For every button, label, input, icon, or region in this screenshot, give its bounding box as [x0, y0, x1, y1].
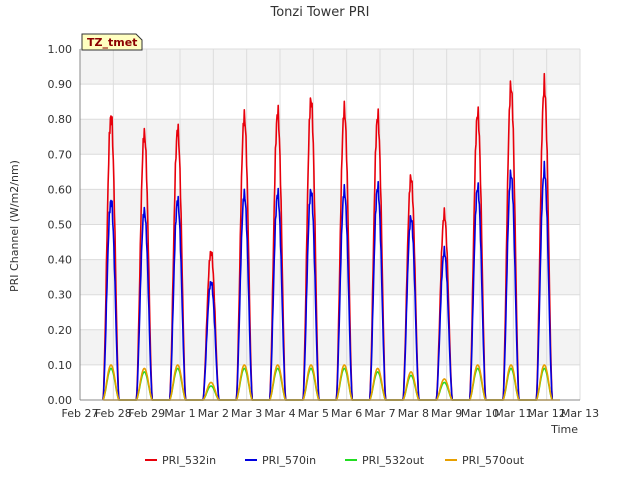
x-tick-label: Mar 12 — [528, 407, 566, 420]
y-axis-title: PRI Channel (W/m2/nm) — [8, 160, 21, 292]
plot-band — [80, 154, 580, 190]
site-tag: TZ_tmet — [81, 33, 143, 51]
x-tick-label: Feb 29 — [128, 407, 165, 420]
x-tick-label: Mar 4 — [264, 407, 295, 420]
x-tick-label: Mar 9 — [431, 407, 462, 420]
x-tick-label: Mar 10 — [461, 407, 499, 420]
y-tick-label: 0.20 — [48, 324, 73, 337]
x-tick-label: Feb 28 — [95, 407, 132, 420]
y-tick-label: 0.60 — [48, 183, 73, 196]
plot-background — [80, 49, 580, 400]
plot-band — [80, 329, 580, 365]
x-tick-label: Mar 7 — [364, 407, 395, 420]
site-tag-box — [81, 33, 143, 51]
legend-item-PRI_532in: PRI_532in — [145, 454, 216, 467]
x-tick-label: Feb 27 — [62, 407, 99, 420]
legend-label: PRI_532out — [362, 454, 425, 467]
legend-label: PRI_570in — [262, 454, 316, 467]
plot-band — [80, 119, 580, 155]
x-tick-label: Mar 1 — [164, 407, 195, 420]
x-tick-label: Mar 8 — [398, 407, 429, 420]
y-tick-label: 0.90 — [48, 78, 73, 91]
plot-band — [80, 364, 580, 400]
x-axis-title: Time — [550, 423, 578, 436]
y-tick-label: 0.10 — [48, 359, 73, 372]
chart-title: Tonzi Tower PRI — [270, 5, 370, 20]
axes — [79, 49, 580, 401]
y-tick-labels: 0.00 0.10 0.20 0.30 0.40 0.50 0.60 0.70 0.80 0.90… — [48, 43, 73, 407]
y-tick-label: 0.50 — [48, 219, 73, 232]
x-tick-label: Mar 11 — [494, 407, 532, 420]
x-tick-label: Mar 5 — [298, 407, 329, 420]
plot-band — [80, 189, 580, 225]
x-tick-label: Mar 13 — [561, 407, 599, 420]
y-tick-label: 0.30 — [48, 289, 73, 302]
legend: PRI_532in PRI_570in PRI_532out PRI_570out — [145, 454, 525, 467]
x-tick-label: Mar 6 — [331, 407, 362, 420]
legend-label: PRI_532in — [162, 454, 216, 467]
site-tag-text: TZ_tmet — [87, 36, 137, 49]
plot-band — [80, 49, 580, 85]
legend-item-PRI_570out: PRI_570out — [445, 454, 525, 467]
y-tick-label: 1.00 — [48, 43, 73, 56]
plot-band — [80, 294, 580, 330]
legend-label: PRI_570out — [462, 454, 525, 467]
legend-item-PRI_570in: PRI_570in — [245, 454, 316, 467]
plot-band — [80, 224, 580, 260]
plot-band — [80, 84, 580, 120]
y-tick-label: 0.70 — [48, 148, 73, 161]
y-tick-label: 0.40 — [48, 254, 73, 267]
legend-item-PRI_532out: PRI_532out — [345, 454, 425, 467]
x-tick-label: Mar 3 — [231, 407, 262, 420]
y-tick-label: 0.80 — [48, 113, 73, 126]
y-tick-label: 0.00 — [48, 394, 73, 407]
plot-band — [80, 259, 580, 295]
x-tick-label: Mar 2 — [198, 407, 229, 420]
